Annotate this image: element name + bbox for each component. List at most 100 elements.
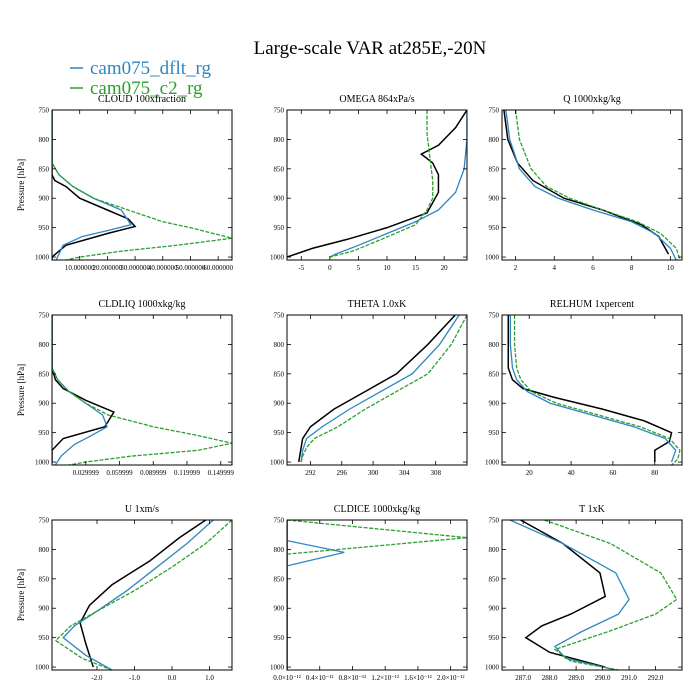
y-tick-label: 800 — [39, 136, 50, 144]
y-tick-label: 900 — [489, 605, 500, 613]
y-tick-label: 750 — [489, 107, 500, 115]
series-line-c2 — [300, 315, 467, 463]
plot-frame — [286, 519, 468, 671]
y-tick-label: 900 — [274, 400, 285, 408]
y-tick-label: 750 — [489, 517, 500, 525]
series-line-c2 — [54, 520, 232, 670]
series-line-dflt — [300, 315, 460, 463]
x-tick-label: 0 — [328, 264, 332, 272]
x-tick-label: 40.000000 — [148, 264, 178, 272]
x-tick-label: 292.0 — [648, 674, 664, 682]
y-tick-label: 900 — [274, 195, 285, 203]
series-line-dflt — [287, 520, 345, 670]
y-tick-label: 750 — [274, 107, 285, 115]
x-tick-label: 300 — [368, 469, 379, 477]
series-line-c2 — [52, 110, 232, 260]
series-line-dflt — [505, 110, 677, 260]
x-tick-label: 5 — [357, 264, 361, 272]
x-tick-label: 0.119999 — [174, 469, 200, 477]
x-tick-label: 0.149999 — [208, 469, 235, 477]
x-tick-label: -2.0 — [91, 674, 103, 682]
series-line-c2 — [329, 110, 434, 258]
x-tick-label: 0.0 — [168, 674, 177, 682]
y-tick-label: 900 — [39, 195, 50, 203]
y-tick-label: 800 — [274, 136, 285, 144]
y-tick-label: 750 — [489, 312, 500, 320]
plot-frame — [501, 519, 683, 671]
panel-6: U 1xm/s 750 800 850 900 950 1000 Pressure [hPa]… — [16, 504, 233, 682]
y-tick-label: 950 — [274, 634, 285, 642]
y-tick-label: 900 — [489, 400, 500, 408]
y-tick-label: 1000 — [35, 254, 50, 262]
legend-label-dflt: cam075_dflt_rg — [90, 58, 212, 79]
x-tick-label: 0.059999 — [106, 469, 133, 477]
series-line-obs — [52, 110, 137, 260]
y-tick-label: 850 — [274, 165, 285, 173]
y-tick-label: 850 — [39, 575, 50, 583]
series-line-c2 — [514, 110, 681, 260]
series-line-c2 — [287, 520, 467, 670]
series-line-dflt — [52, 315, 108, 465]
series-line-c2 — [52, 315, 232, 465]
y-tick-label: 800 — [39, 341, 50, 349]
y-tick-label: 1000 — [485, 459, 500, 467]
panel-0: CLOUD 100xfraction 750 800 850 900 950 1000 Pre… — [16, 94, 234, 272]
panel-title: CLDLIQ 1000xkg/kg — [99, 299, 186, 310]
y-tick-label: 850 — [274, 575, 285, 583]
panel-title: THETA 1.0xK — [348, 299, 407, 310]
x-tick-label: 20 — [441, 264, 449, 272]
plot-frame — [286, 109, 468, 261]
panel-title: U 1xm/s — [125, 504, 159, 515]
y-tick-label: 1000 — [485, 664, 500, 672]
y-tick-label: 900 — [489, 195, 500, 203]
y-tick-label: 800 — [274, 341, 285, 349]
x-tick-label: 40 — [568, 469, 576, 477]
series-line-dflt — [509, 520, 630, 670]
y-tick-label: 1000 — [35, 664, 50, 672]
x-tick-label: 296 — [337, 469, 348, 477]
series-line-c2 — [544, 520, 678, 670]
x-tick-label: 288.0 — [542, 674, 558, 682]
x-tick-label: 308 — [430, 469, 441, 477]
series-line-obs — [79, 520, 207, 668]
y-tick-label: 850 — [39, 370, 50, 378]
series-line-dflt — [509, 315, 677, 463]
y-tick-label: 900 — [274, 605, 285, 613]
panel-title: CLOUD 100xfraction — [98, 94, 186, 105]
series-line-obs — [287, 110, 467, 258]
y-axis-label: Pressure [hPa] — [16, 159, 26, 211]
y-tick-label: 950 — [39, 429, 50, 437]
plot-frame — [501, 314, 683, 466]
x-tick-label: 1.2×10⁻¹² — [371, 674, 399, 682]
y-tick-label: 750 — [39, 107, 50, 115]
series-line-dflt — [52, 110, 132, 260]
series-line-obs — [52, 315, 115, 463]
x-tick-label: 0.4×10⁻¹² — [306, 674, 334, 682]
y-tick-label: 850 — [489, 575, 500, 583]
panel-title: T 1xK — [579, 504, 605, 515]
y-tick-label: 950 — [489, 429, 500, 437]
x-tick-label: 0.029999 — [73, 469, 100, 477]
x-tick-label: 289.0 — [568, 674, 584, 682]
y-tick-label: 800 — [39, 546, 50, 554]
x-tick-label: 8 — [630, 264, 634, 272]
figure-title: Large-scale VAR at285E,-20N — [254, 38, 487, 59]
x-tick-label: 10 — [384, 264, 392, 272]
panel-7: CLDICE 1000xkg/kg 750 800 850 900 950 1000 0.0×… — [270, 504, 468, 682]
x-tick-label: 2.0×10⁻¹² — [437, 674, 465, 682]
x-tick-label: 0.8×10⁻¹² — [339, 674, 367, 682]
plot-frame — [51, 314, 233, 466]
y-tick-label: 850 — [489, 370, 500, 378]
plot-frame — [286, 314, 468, 466]
y-tick-label: 800 — [274, 546, 285, 554]
y-tick-label: 950 — [39, 634, 50, 642]
panel-title: OMEGA 864xPa/s — [339, 94, 414, 105]
y-tick-label: 900 — [39, 605, 50, 613]
x-tick-label: 4 — [553, 264, 557, 272]
x-tick-label: 1.0 — [205, 674, 214, 682]
x-tick-label: 20 — [526, 469, 534, 477]
plot-frame — [51, 109, 233, 261]
legend: cam075_dflt_rg cam075_c2_rg — [70, 58, 212, 99]
y-tick-label: 850 — [274, 370, 285, 378]
panel-title: Q 1000xkg/kg — [563, 94, 621, 105]
